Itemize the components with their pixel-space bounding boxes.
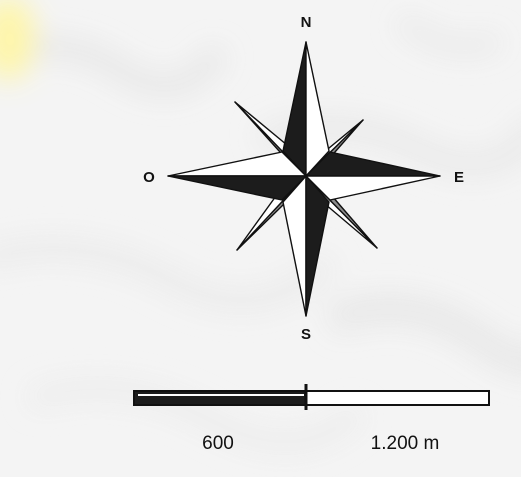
east-point-bottom: [305, 175, 441, 201]
south-point-right: [305, 175, 330, 317]
scale-bar-light-segment: [305, 390, 490, 406]
scale-bar-inner-white-line: [138, 394, 304, 396]
west-label: O: [143, 169, 155, 186]
scale-bar-dark-segment: [133, 390, 307, 406]
compass-rose: N S E O: [143, 14, 464, 343]
north-point-right: [305, 41, 330, 177]
east-label: E: [454, 169, 464, 186]
compass-cardinal-points: [167, 41, 441, 317]
west-point-bottom: [167, 175, 307, 201]
scale-bar-end-label: 1.200 m: [371, 433, 440, 454]
scale-bar: 600 1.200 m: [133, 384, 490, 454]
scale-bar-mid-label: 600: [202, 433, 234, 454]
north-label: N: [301, 14, 312, 31]
south-label: S: [301, 326, 311, 343]
